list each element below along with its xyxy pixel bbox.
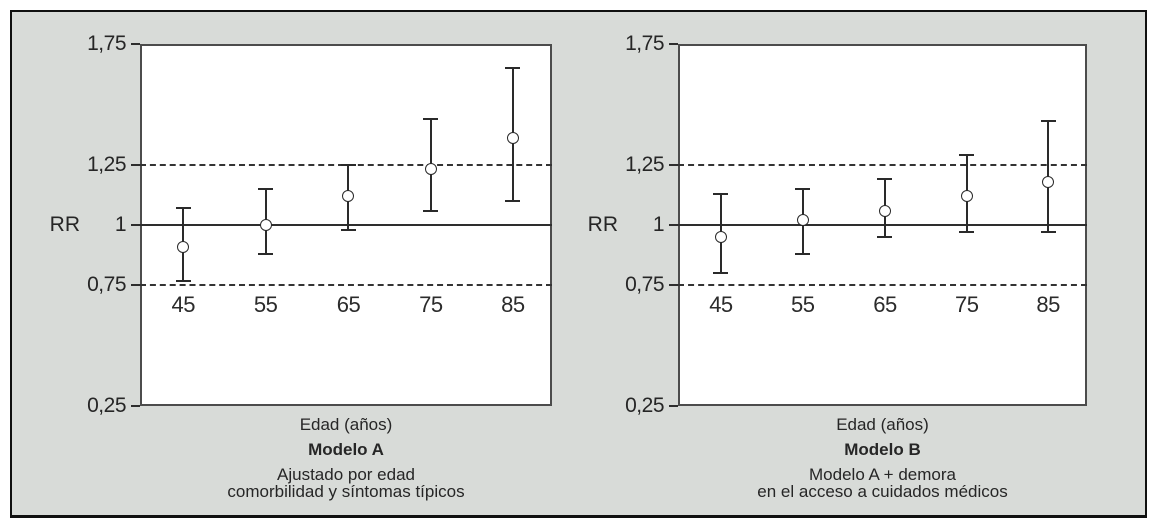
x-tick-label: 65	[873, 292, 897, 318]
y-tick	[131, 405, 140, 407]
y-tick	[669, 405, 678, 407]
x-tick-label: 65	[336, 292, 361, 318]
y-tick	[669, 284, 678, 287]
error-bar-cap-top	[175, 207, 191, 210]
y-tick-label: 0,25	[625, 394, 664, 417]
error-bar-cap-top	[1040, 120, 1056, 123]
x-tick-label: 55	[253, 292, 278, 318]
x-axis-title: Edad (años)	[299, 415, 393, 434]
panel-subtitle-line-1: Ajustado por edad	[277, 465, 415, 484]
error-bar-cap-top	[258, 187, 274, 190]
data-point-marker	[506, 132, 519, 145]
data-point-marker	[1042, 175, 1055, 188]
x-tick-label: 75	[419, 292, 443, 318]
x-tick-label: 85	[501, 292, 525, 318]
error-bar-cap-bottom	[505, 199, 521, 202]
panel-caption: Edad (años) Modelo A Ajustado por edad como…	[140, 416, 552, 500]
y-axis-title: RR	[587, 213, 618, 236]
dashed-gridline	[678, 163, 1087, 166]
dashed-gridline	[140, 284, 552, 287]
data-point-marker	[796, 214, 809, 227]
panel-title: Modelo B	[844, 440, 921, 459]
figure-frame: 1,75 1,25 1 0,75 0,25 RR 45 55 65 75 85 Edad (años)…	[10, 10, 1147, 518]
error-bar-cap-top	[423, 117, 439, 120]
error-bar-cap-top	[340, 163, 356, 166]
y-tick	[669, 43, 678, 45]
y-tick-label: 0,75	[87, 273, 126, 297]
y-tick	[669, 224, 678, 226]
y-tick	[669, 163, 678, 166]
y-axis-title: RR	[49, 213, 80, 236]
error-bar-cap-bottom	[258, 252, 274, 255]
x-tick-label: 45	[709, 292, 733, 318]
y-tick	[131, 224, 140, 226]
y-tick-label: 1	[652, 213, 665, 236]
error-bar-cap-bottom	[423, 209, 439, 212]
x-axis-title: Edad (años)	[836, 415, 929, 434]
y-tick-label: 1,25	[87, 152, 126, 176]
y-tick-label: 1,75	[625, 32, 664, 55]
data-point-marker	[342, 190, 355, 203]
y-tick-label: 1,25	[625, 152, 664, 176]
y-tick	[131, 43, 140, 45]
error-bar-cap-bottom	[959, 231, 975, 234]
rr-reference-line	[140, 224, 552, 226]
y-tick	[131, 284, 140, 287]
data-point-marker	[259, 219, 272, 231]
y-tick-label: 1	[114, 213, 127, 236]
x-tick-label: 75	[955, 292, 979, 318]
error-bar-cap-bottom	[175, 279, 191, 282]
error-bar-cap-top	[713, 192, 729, 195]
rr-reference-line	[678, 224, 1087, 226]
error-bar-cap-top	[959, 154, 975, 156]
panel-title: Modelo A	[308, 440, 384, 459]
panel-subtitle-line-2: comorbilidad y síntomas típicos	[227, 482, 465, 501]
panel-subtitle-line-2: en el acceso a cuidados médicos	[757, 482, 1008, 501]
y-tick	[131, 163, 140, 166]
error-bar-cap-bottom	[713, 272, 729, 275]
error-bar-cap-bottom	[340, 228, 356, 231]
data-point-marker	[424, 163, 437, 176]
x-tick-label: 85	[1036, 292, 1060, 318]
x-tick-label: 55	[790, 292, 815, 318]
panel-subtitle-line-1: Modelo A + demora	[809, 465, 956, 484]
data-point-marker	[177, 240, 190, 253]
y-tick-label: 0,75	[625, 273, 664, 297]
error-bar-cap-bottom	[795, 252, 811, 255]
y-tick-label: 0,25	[87, 394, 126, 417]
dashed-gridline	[678, 284, 1087, 287]
error-bar-cap-bottom	[877, 236, 893, 239]
data-point-marker	[960, 190, 973, 203]
data-point-marker	[714, 231, 727, 244]
error-bar-cap-bottom	[1040, 231, 1056, 234]
data-point-marker	[878, 204, 891, 217]
error-bar-cap-top	[795, 187, 811, 190]
x-tick-label: 45	[171, 292, 196, 318]
y-tick-label: 1,75	[87, 32, 126, 55]
error-bar-cap-top	[505, 67, 521, 70]
panel-caption: Edad (años) Modelo B Modelo A + demora en e…	[678, 416, 1087, 500]
error-bar-cap-top	[877, 178, 893, 181]
